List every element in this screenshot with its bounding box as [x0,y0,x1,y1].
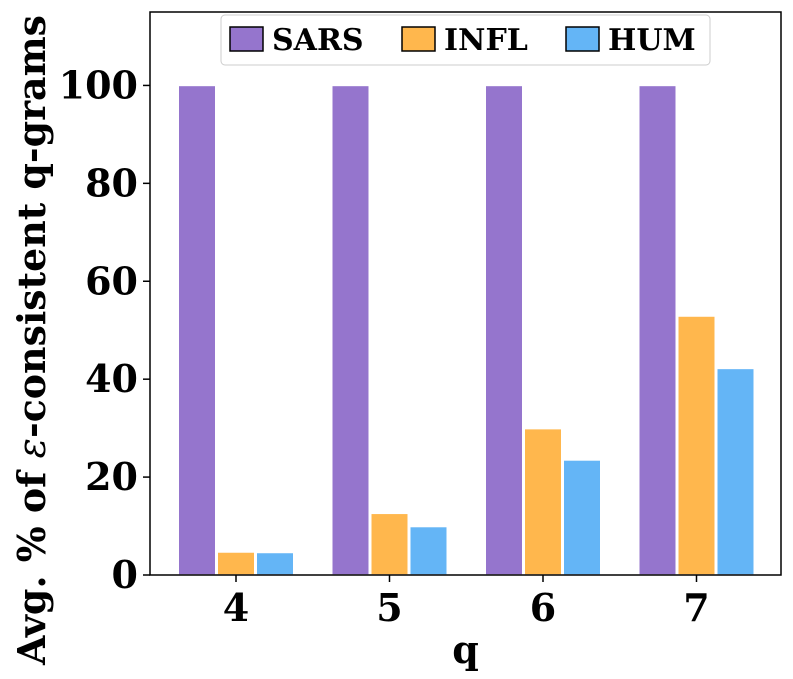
bar-hum-q6 [562,459,602,576]
y-tick-label-100: 100 [59,62,138,107]
bar-sars-q6 [484,84,524,576]
bar-sars-q7 [638,84,677,576]
legend-swatch-infl [401,26,436,52]
bar-hum-q5 [409,525,448,576]
y-tick-label-20: 20 [85,454,138,499]
legend-swatch-sars [229,26,264,52]
legend-label-hum: HUM [608,23,696,58]
y-tick-label-40: 40 [85,356,138,401]
bar-sars-q5 [331,84,370,576]
bar-infl-q5 [370,512,409,576]
x-tick-label-6: 6 [530,585,556,630]
x-axis-label: q [452,627,479,672]
legend-swatch-hum [565,26,600,52]
bars-layer [177,84,755,576]
y-tick-label-0: 0 [112,552,138,597]
y-axis: 0 20 40 60 80 100 [59,62,150,597]
bar-hum-q7 [716,367,755,576]
y-axis-label-symbol: ε [10,438,54,458]
y-tick-label-80: 80 [85,160,138,205]
x-tick-label-5: 5 [376,585,402,630]
bar-infl-q7 [677,315,716,576]
y-axis-label-prefix: Avg. % of [9,458,54,666]
plot-frame [149,11,782,576]
y-tick-label-60: 60 [85,258,138,303]
bar-infl-q4 [216,551,256,576]
y-axis-label: Avg. % of ε-consistent q-grams [9,15,54,666]
x-tick-label-4: 4 [223,585,249,630]
bar-infl-q6 [523,427,563,576]
legend-label-infl: INFL [444,23,528,58]
legend-label-sars: SARS [272,23,364,58]
x-axis: 4 5 6 7 [223,575,710,630]
y-axis-label-suffix: -consistent q-grams [9,15,54,438]
legend: SARS INFL HUM [220,14,711,66]
x-tick-label-7: 7 [683,585,709,630]
bar-hum-q4 [255,551,295,576]
bar-sars-q4 [177,84,217,576]
